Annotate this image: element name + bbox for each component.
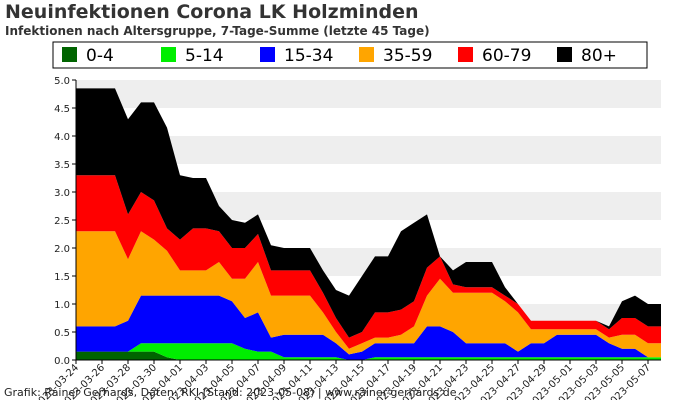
y-tick-label: 0.0 (54, 356, 70, 367)
chart-title: Neuinfektionen Corona LK Holzminden (5, 1, 419, 23)
legend-label-5-14: 5-14 (185, 46, 224, 66)
area-series-35-59 (76, 231, 661, 358)
y-tick-label: 4.5 (54, 104, 70, 115)
y-tick-label: 1.5 (54, 272, 70, 283)
area-series-5-14 (76, 343, 661, 360)
y-tick-label: 3.0 (54, 188, 70, 199)
legend-swatch-35-59 (359, 47, 374, 62)
grid-band (76, 80, 661, 108)
legend-label-15-34: 15-34 (284, 46, 333, 66)
legend-label-80+: 80+ (581, 46, 617, 66)
area-series-80+ (76, 88, 661, 338)
area-series-60-79 (76, 175, 661, 349)
legend-label-35-59: 35-59 (383, 46, 432, 66)
area-series-0-4 (76, 351, 661, 360)
y-tick-label: 1.0 (54, 300, 70, 311)
legend-box (52, 41, 648, 69)
y-tick-label: 3.5 (54, 160, 70, 171)
legend-swatch-0-4 (62, 47, 77, 62)
legend-swatch-80+ (557, 47, 572, 62)
area-series-15-34 (76, 295, 661, 360)
legend-swatch-60-79 (458, 47, 473, 62)
legend-label-0-4: 0-4 (86, 46, 114, 66)
chart-subtitle: Infektionen nach Altersgruppe, 7-Tage-Su… (5, 24, 430, 38)
y-tick-label: 4.0 (54, 132, 70, 143)
legend-swatch-5-14 (161, 47, 176, 62)
y-tick-label: 2.5 (54, 216, 70, 227)
legend-label-60-79: 60-79 (482, 46, 531, 66)
y-tick-label: 2.0 (54, 244, 70, 255)
y-tick-label: 0.5 (54, 328, 70, 339)
legend-swatch-15-34 (260, 47, 275, 62)
y-tick-label: 5.0 (54, 76, 70, 87)
footer-credit: Grafik: Rainer Gerhards, Daten: RKI (Sta… (4, 386, 457, 399)
grid-band (76, 108, 661, 136)
